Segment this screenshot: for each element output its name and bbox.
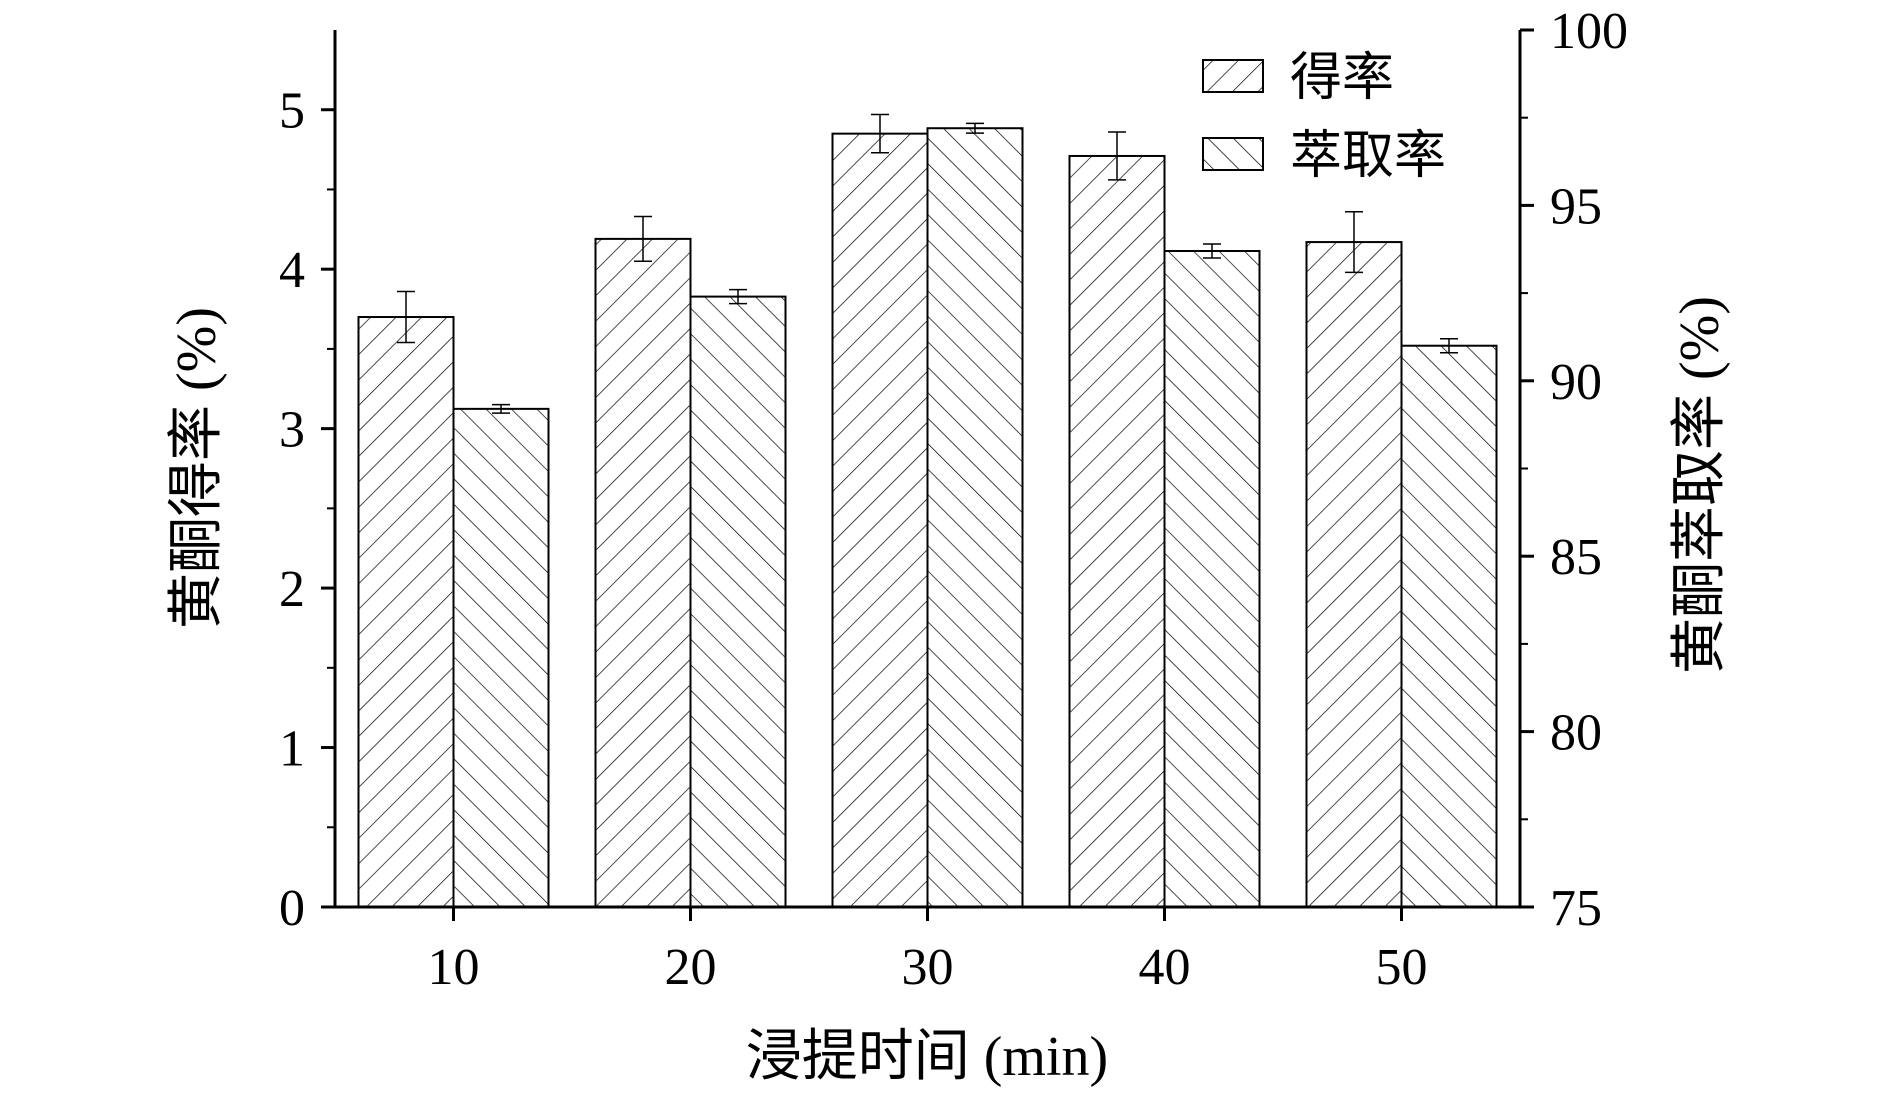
bars-layer (357, 127, 1498, 909)
x-tick-label: 40 (1139, 939, 1191, 996)
bar-extraction-20 (689, 295, 787, 909)
x-axis-title: 浸提时间 (min) (746, 1026, 1108, 1088)
bar-yield-20 (594, 237, 692, 909)
right-tick-label: 90 (1550, 354, 1602, 411)
error-bars-layer (397, 113, 1458, 414)
right-tick-label: 95 (1550, 178, 1602, 235)
right-tick-label: 85 (1550, 529, 1602, 586)
bar-yield-50 (1305, 241, 1403, 909)
x-tick-label: 50 (1376, 939, 1428, 996)
legend-swatch-extraction (1202, 137, 1264, 171)
right-axis-title: 黄酮萃取率 (%) (1669, 296, 1731, 674)
legend-label-extraction: 萃取率 (1290, 128, 1446, 185)
bar-extraction-50 (1400, 344, 1498, 909)
left-tick-label: 2 (279, 561, 305, 618)
legend-label-yield: 得率 (1290, 50, 1394, 107)
bar-yield-10 (357, 316, 455, 908)
x-tick-label: 30 (902, 939, 954, 996)
bar-extraction-40 (1163, 250, 1261, 908)
left-tick-label: 3 (279, 402, 305, 459)
bar-yield-40 (1068, 154, 1166, 908)
ticks-layer: 10 20 30 40 50 0 1 2 3 4 5 75 80 85 90 95 100 (279, 3, 1628, 996)
right-tick-label: 75 (1550, 880, 1602, 937)
bar-extraction-30 (926, 127, 1024, 908)
bar-extraction-10 (452, 407, 550, 908)
legend-swatch-yield (1202, 59, 1264, 93)
right-tick-label: 80 (1550, 705, 1602, 762)
left-tick-label: 4 (279, 242, 305, 299)
left-tick-label: 0 (279, 880, 305, 937)
left-tick-label: 5 (279, 83, 305, 140)
right-tick-label: 100 (1550, 3, 1628, 60)
x-tick-label: 10 (428, 939, 480, 996)
bar-yield-30 (831, 132, 929, 909)
left-axis-title: 黄酮得率 (%) (166, 307, 228, 629)
x-tick-label: 20 (665, 939, 717, 996)
legend: 得率 萃取率 (1202, 50, 1446, 185)
left-tick-label: 1 (279, 721, 305, 778)
